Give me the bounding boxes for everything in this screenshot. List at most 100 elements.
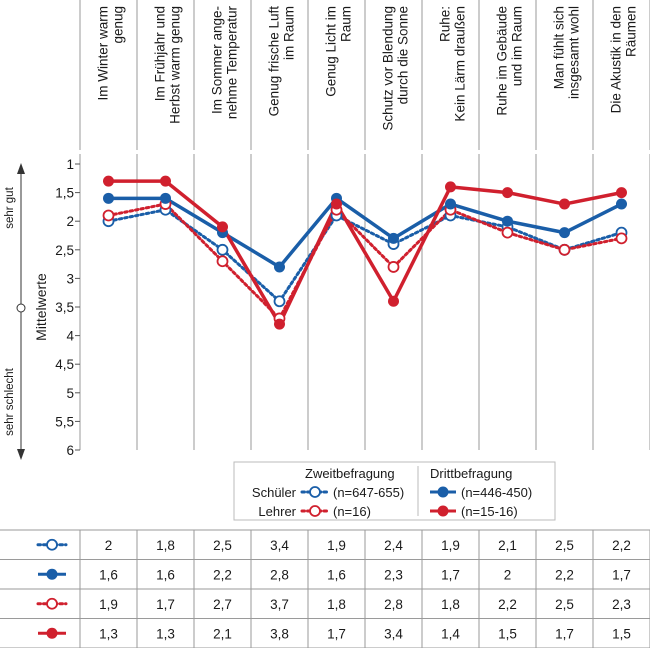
category-headers: Im Winter warm genug Im Frühjahr und Herbst… <box>79 0 650 150</box>
legend: Zweitbefragung Drittbefragung Schüler Lehre… <box>233 461 556 521</box>
category-label: Ruhe: <box>438 6 453 42</box>
arrow-down-icon <box>17 449 25 460</box>
table-cell-value: 2,2 <box>213 567 232 582</box>
table-cell-value: 2 <box>105 538 113 553</box>
data-point <box>445 181 456 193</box>
legend-symbol-students-second-marker <box>309 486 321 498</box>
data-point <box>559 198 570 210</box>
category-label: Genug frische Luft <box>267 6 282 117</box>
table-cell-value: 2 <box>504 567 512 582</box>
arrow-up-icon <box>17 163 25 174</box>
data-point <box>558 243 571 256</box>
table-cell-value: 1,8 <box>441 597 460 612</box>
y-tick-label: 1 <box>66 157 74 172</box>
table-cell-value: 2,8 <box>384 597 403 612</box>
legend-box <box>233 461 556 521</box>
category-label: Räumen <box>624 6 639 57</box>
category-label: und im Raum <box>510 6 525 86</box>
series-line <box>107 202 623 320</box>
data-point <box>502 187 513 199</box>
table-cell-value: 1,3 <box>156 626 175 641</box>
category-label: Im Frühjahr und <box>153 6 168 101</box>
legend-header-second: Zweitbefragung <box>305 466 395 481</box>
table-cell-value: 1,5 <box>612 626 631 641</box>
table-cell-value: 3,8 <box>270 626 289 641</box>
legend-n-students-second: (n=647-655) <box>333 485 404 500</box>
category-label: nehme Temperatur <box>225 5 240 119</box>
legend-symbol-teachers-third-marker <box>437 505 449 517</box>
data-point <box>216 243 229 256</box>
table-cell-value: 2,1 <box>498 538 517 553</box>
category-label: Kein Lärm draußen <box>453 6 468 122</box>
y-tick-label: 4 <box>66 329 74 344</box>
series-line <box>108 179 622 326</box>
data-point <box>274 318 285 330</box>
y-tick-label: 5 <box>66 386 74 401</box>
series-layer <box>102 175 628 330</box>
table-cell-value: 1,3 <box>99 626 118 641</box>
scale-midpoint-icon <box>16 303 26 313</box>
table-cell-value: 1,7 <box>612 567 631 582</box>
value-table: 2 1,8 2,5 3,4 1,9 2,4 1,9 2,1 2,5 2,2 1,6 1,6 2,2 2,8… <box>0 529 650 648</box>
data-point <box>388 295 399 307</box>
y-tick-label: 1,5 <box>55 186 74 201</box>
category-label: Raum <box>339 6 354 42</box>
data-point <box>502 215 513 227</box>
data-point <box>103 192 114 204</box>
table-cell-value: 1,7 <box>327 626 346 641</box>
table-cell-value: 2,3 <box>384 567 403 582</box>
table-cell-value: 2,7 <box>213 597 232 612</box>
data-point <box>160 192 171 204</box>
data-point <box>103 175 114 187</box>
data-point <box>387 261 400 273</box>
table-cell-value: 3,4 <box>384 626 403 641</box>
category-label: durch die Sonne <box>396 6 411 104</box>
y-top-label: sehr gut <box>4 186 16 228</box>
y-tick-label: 6 <box>66 443 74 458</box>
category-label: im Raum <box>282 6 297 60</box>
table-cell-value: 1,6 <box>156 567 175 582</box>
category-label: Im Sommer ange- <box>210 6 225 114</box>
category-label: Genug Licht im <box>324 6 339 97</box>
legend-n-teachers-second: (n=16) <box>333 504 371 519</box>
category-label: Die Akustik in den <box>609 6 624 113</box>
category-label: genug <box>111 6 126 44</box>
legend-n-students-third: (n=446-450) <box>461 485 532 500</box>
y-tick-label: 3,5 <box>55 300 74 315</box>
table-cell-value: 1,4 <box>441 626 460 641</box>
y-tick-label: 5,5 <box>55 414 74 429</box>
table-cell-value: 1,6 <box>327 567 346 582</box>
category-label: Ruhe im Gebäude <box>495 6 510 116</box>
data-point <box>445 198 456 210</box>
category-label: Herbst warm genug <box>168 6 183 124</box>
y-bottom-label: sehr schlecht <box>4 367 16 436</box>
table-cell-value: 2,5 <box>555 597 574 612</box>
legend-symbol-teachers-second-marker <box>309 505 321 517</box>
table-cell-value: 1,8 <box>327 597 346 612</box>
data-point <box>273 295 286 308</box>
y-tick-label: 4,5 <box>55 357 74 372</box>
data-point <box>102 209 115 222</box>
table-cell-value: 3,7 <box>270 597 289 612</box>
y-tick-label: 3 <box>66 271 74 286</box>
table-cell-value: 1,6 <box>99 567 118 582</box>
legend-row-students: Schüler <box>252 485 297 500</box>
legend-header-third: Drittbefragung <box>430 466 512 481</box>
series-line <box>107 208 623 303</box>
y-axis-title: Mittelwerte <box>33 273 49 341</box>
y-axis: 1 1,5 2 2,5 3 3,5 4 4,5 5 5,5 6 Mittelwerte sehr gut… <box>4 154 81 460</box>
data-point <box>274 261 285 273</box>
data-point <box>559 227 570 239</box>
table-cell-value: 2,3 <box>612 597 631 612</box>
legend-symbol-students-third-marker <box>437 486 449 498</box>
data-point <box>217 221 228 233</box>
table-cell-value: 2,2 <box>498 597 517 612</box>
table-cell-value: 3,4 <box>270 538 289 553</box>
table-cell-value: 2,8 <box>270 567 289 582</box>
table-cell-value: 2,5 <box>213 538 232 553</box>
data-point <box>615 232 628 245</box>
data-point <box>388 232 399 244</box>
data-point <box>216 255 229 268</box>
data-point <box>501 226 514 239</box>
table-cell-value: 2,2 <box>555 567 574 582</box>
